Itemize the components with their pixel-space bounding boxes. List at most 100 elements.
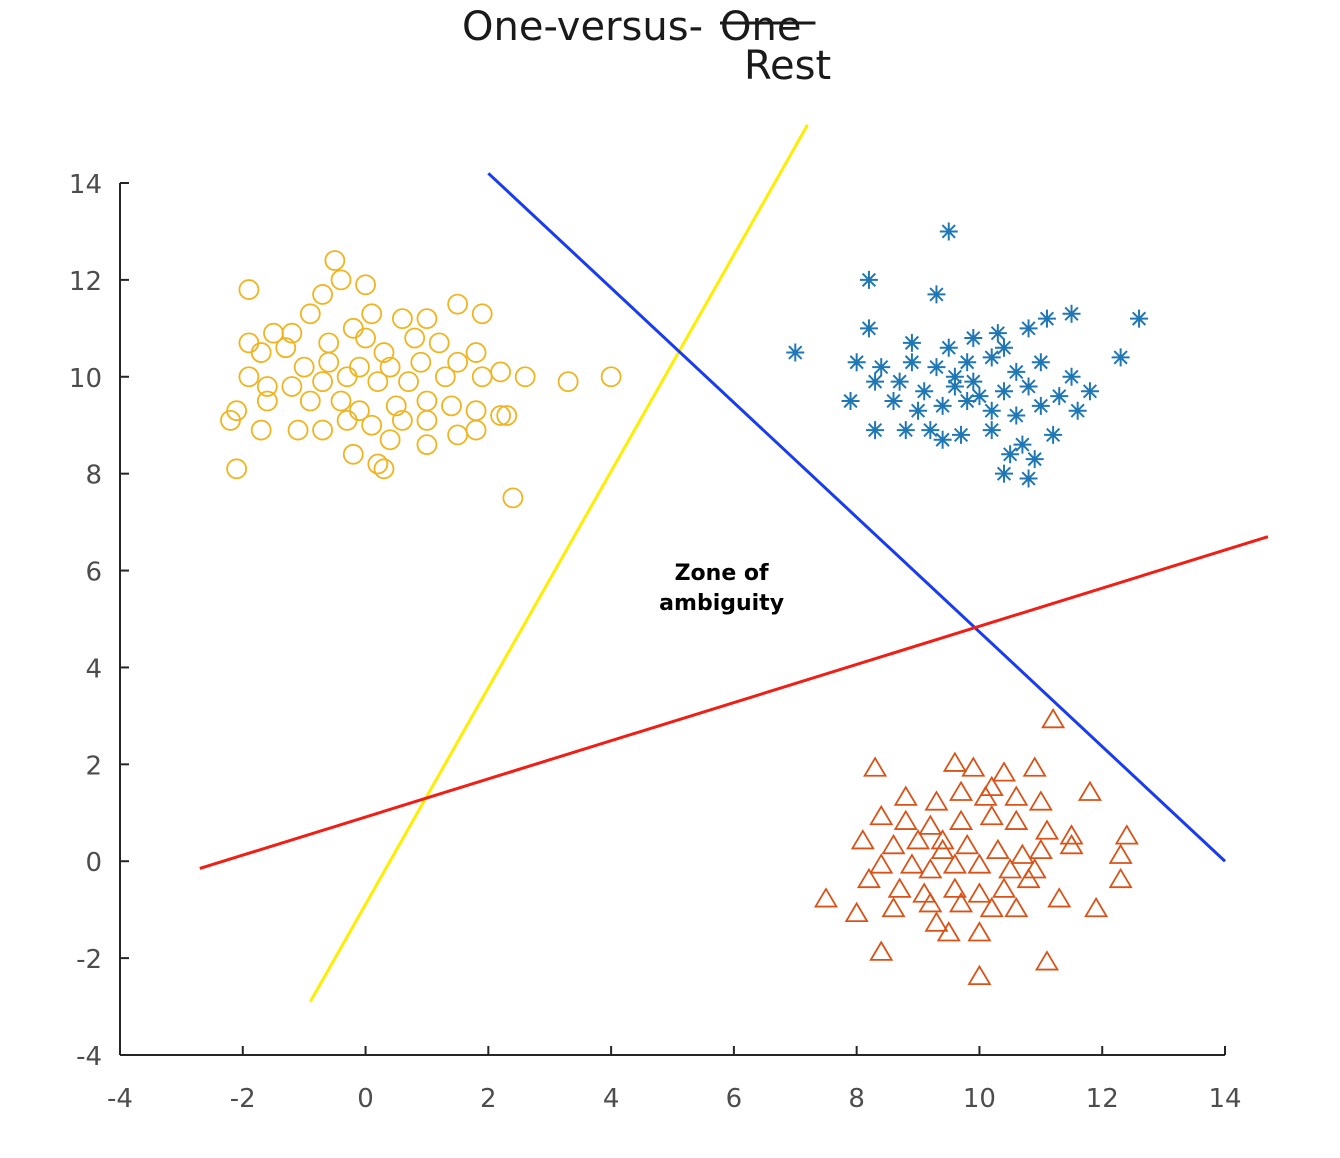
star-point (939, 338, 958, 357)
triangle-point (979, 804, 1004, 826)
y-tick-label: -2 (76, 945, 102, 975)
star-point (939, 222, 958, 241)
circle-point (600, 366, 622, 388)
triangle-point (979, 775, 1004, 797)
triangle-point (1084, 896, 1109, 918)
star-point (988, 324, 1007, 343)
triangle-point (918, 858, 943, 879)
circle-point (312, 284, 333, 305)
x-tick-label: 12 (1086, 1084, 1119, 1114)
triangle-point (918, 814, 943, 835)
star-point (945, 367, 964, 386)
circle-point (447, 293, 469, 315)
circle-point (355, 327, 376, 349)
star-point (902, 333, 921, 352)
star-point (1130, 309, 1149, 328)
circle-point (557, 371, 579, 393)
circle-point (361, 414, 383, 436)
axes: -4 -2 0 2 4 6 8 10 12 14 -4 -2 0 2 4 6 8 10 12 14 (69, 170, 1242, 1114)
triangle-point (967, 964, 992, 985)
circle-point (238, 332, 260, 354)
star-point (1025, 450, 1044, 469)
triangle-point (1028, 838, 1053, 860)
star-point (982, 348, 1001, 367)
star-point (896, 421, 915, 440)
circle-point (324, 250, 346, 271)
triangle-point (1034, 950, 1060, 971)
decision-boundaries (199, 124, 1269, 1003)
title-struck-text: One (720, 4, 801, 50)
triangle-point (942, 877, 967, 898)
circle-point (434, 366, 456, 388)
star-point (1007, 362, 1026, 381)
triangle-point (1114, 824, 1139, 845)
circle-point (404, 327, 426, 349)
triangle-point (1004, 809, 1029, 830)
circle-point (250, 419, 272, 441)
circle-point (238, 279, 260, 300)
triangle-point (948, 809, 974, 830)
y-tick-label: 6 (85, 558, 102, 588)
circle-point (299, 303, 321, 325)
x-tick-label: -4 (107, 1084, 133, 1114)
star-point (909, 401, 928, 420)
circle-point (330, 390, 352, 412)
triangle-point (918, 892, 943, 913)
circle-point (336, 366, 358, 388)
triangle-point (942, 853, 967, 874)
circle-point (514, 366, 536, 388)
triangle-point (813, 887, 839, 908)
triangle-point (1004, 896, 1029, 918)
triangle-point (930, 829, 955, 850)
x-tick-label: 14 (1208, 1084, 1241, 1114)
triangle-point (856, 867, 881, 889)
triangle-point (1022, 756, 1047, 777)
circle-point (379, 429, 401, 451)
star-point (1068, 401, 1087, 420)
circle-point (312, 371, 333, 393)
triangle-point (998, 858, 1023, 879)
triangle-point (1059, 824, 1084, 845)
triangle-point (850, 829, 875, 850)
star-point (927, 285, 946, 304)
triangle-point (912, 882, 937, 903)
star-point (1050, 387, 1069, 406)
star-point (964, 329, 983, 348)
triangle-point (1059, 833, 1084, 855)
circle-point (416, 434, 438, 456)
circle-point (496, 405, 518, 426)
circle-point (275, 337, 297, 359)
star-point (847, 353, 866, 372)
y-tick-label: 12 (69, 267, 102, 297)
triangle-point (967, 853, 992, 874)
y-tick-label: 10 (69, 364, 102, 394)
triangle-point (1077, 780, 1102, 801)
star-point (958, 392, 977, 410)
circle-point (312, 419, 333, 441)
annotation-line-2: ambiguity (659, 591, 784, 616)
circle-point (367, 371, 389, 393)
star-point (1013, 435, 1032, 454)
circle-point (355, 274, 376, 296)
circle-point (447, 351, 469, 373)
star-point (933, 430, 952, 449)
circle-point (281, 322, 303, 344)
y-tick-label: 4 (85, 654, 102, 684)
y-tick-label: 0 (85, 848, 102, 878)
triangle-point (991, 877, 1017, 898)
title-replacement-text: Rest (744, 43, 831, 89)
star-point (890, 372, 909, 391)
star-point (1080, 382, 1099, 401)
circle-point (336, 409, 358, 431)
circle-point (471, 366, 493, 388)
triangle-point (924, 790, 949, 811)
triangle-point (985, 838, 1010, 860)
star-point (1007, 406, 1026, 425)
triangle-point (924, 911, 949, 932)
triangle-point (906, 829, 931, 850)
circle-point (281, 376, 303, 397)
circle-point (256, 390, 278, 412)
triangle-point (948, 780, 974, 801)
